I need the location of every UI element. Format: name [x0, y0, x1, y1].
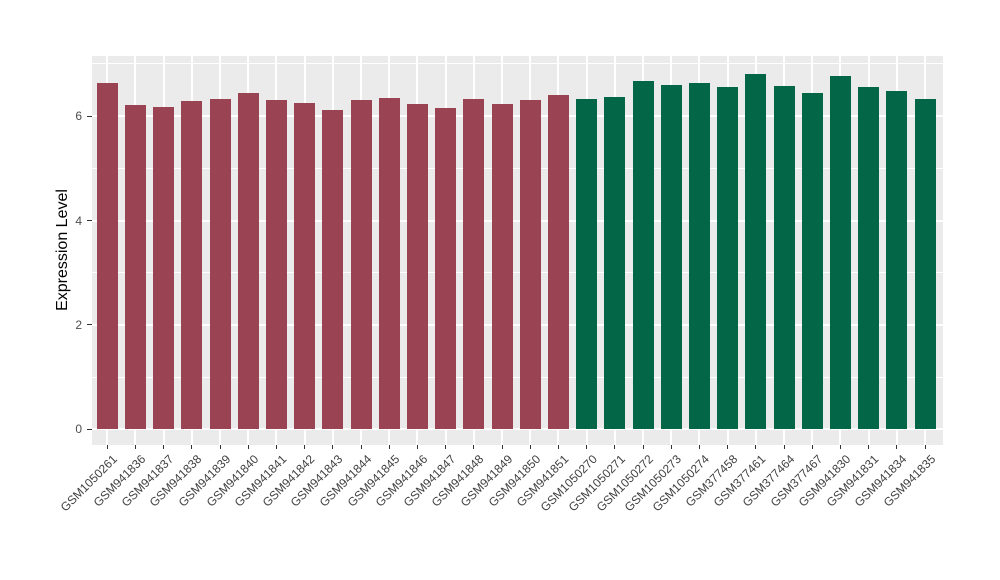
bar: [717, 86, 739, 430]
bar: [773, 85, 795, 430]
bar: [463, 99, 485, 430]
x-tick-mark: [219, 445, 221, 449]
x-tick-mark: [529, 445, 531, 449]
bar: [124, 105, 146, 430]
x-tick-mark: [896, 445, 898, 449]
bar: [576, 99, 598, 430]
gridline-minor: [92, 167, 943, 169]
x-tick-mark: [614, 445, 616, 449]
bar: [294, 103, 316, 430]
x-tick-mark: [134, 445, 136, 449]
gridline-major: [92, 323, 943, 326]
bar: [322, 110, 344, 430]
x-tick-mark: [416, 445, 418, 449]
bar: [914, 99, 936, 430]
bar: [491, 103, 513, 430]
bar: [237, 93, 259, 430]
x-tick-mark: [106, 445, 108, 449]
bar: [829, 75, 851, 430]
x-tick-mark: [727, 445, 729, 449]
x-tick-mark: [275, 445, 277, 449]
y-tick-mark: [87, 428, 92, 430]
y-tick-label: 4: [75, 213, 82, 228]
gridline-minor: [92, 272, 943, 274]
bar: [406, 104, 428, 430]
bar: [801, 93, 823, 430]
gridline-major: [92, 428, 943, 431]
bar: [209, 98, 231, 430]
bar: [660, 84, 682, 430]
x-tick-mark: [924, 445, 926, 449]
y-tick-label: 6: [75, 109, 82, 124]
bar: [886, 90, 908, 430]
y-tick-label: 0: [75, 422, 82, 437]
bar: [378, 98, 400, 430]
x-tick-mark: [811, 445, 813, 449]
gridline-minor: [92, 63, 943, 65]
x-tick-mark: [755, 445, 757, 449]
bar: [96, 83, 118, 430]
x-tick-mark: [557, 445, 559, 449]
y-axis-title: Expression Level: [54, 189, 71, 311]
bar: [688, 83, 710, 430]
x-tick-mark: [445, 445, 447, 449]
bar: [350, 99, 372, 430]
x-tick-mark: [698, 445, 700, 449]
y-tick-mark: [87, 115, 92, 117]
bar: [181, 100, 203, 430]
x-tick-mark: [670, 445, 672, 449]
x-tick-mark: [501, 445, 503, 449]
y-tick-mark: [87, 220, 92, 221]
y-tick-label: 2: [75, 317, 82, 332]
x-tick-mark: [586, 445, 588, 449]
plot-panel: [92, 56, 943, 445]
bar: [745, 73, 767, 430]
x-tick-mark: [388, 445, 390, 449]
x-tick-mark: [191, 445, 193, 449]
x-tick-mark: [642, 445, 644, 449]
bar: [604, 96, 626, 430]
x-tick-mark: [839, 445, 841, 449]
bar: [153, 107, 175, 430]
x-tick-mark: [332, 445, 334, 449]
bar: [265, 99, 287, 430]
bar: [547, 95, 569, 430]
gridline-major: [92, 219, 943, 222]
x-tick-mark: [360, 445, 362, 449]
x-tick-mark: [868, 445, 870, 449]
gridline-minor: [92, 376, 943, 378]
y-tick-mark: [87, 324, 92, 326]
x-tick-mark: [247, 445, 249, 449]
bar: [632, 80, 654, 430]
x-tick-mark: [304, 445, 306, 449]
bar: [858, 86, 880, 430]
bar: [435, 108, 457, 430]
x-tick-mark: [473, 445, 475, 449]
x-tick-mark: [163, 445, 165, 449]
x-tick-mark: [783, 445, 785, 449]
gridline-major: [92, 115, 943, 118]
bar: [519, 100, 541, 430]
